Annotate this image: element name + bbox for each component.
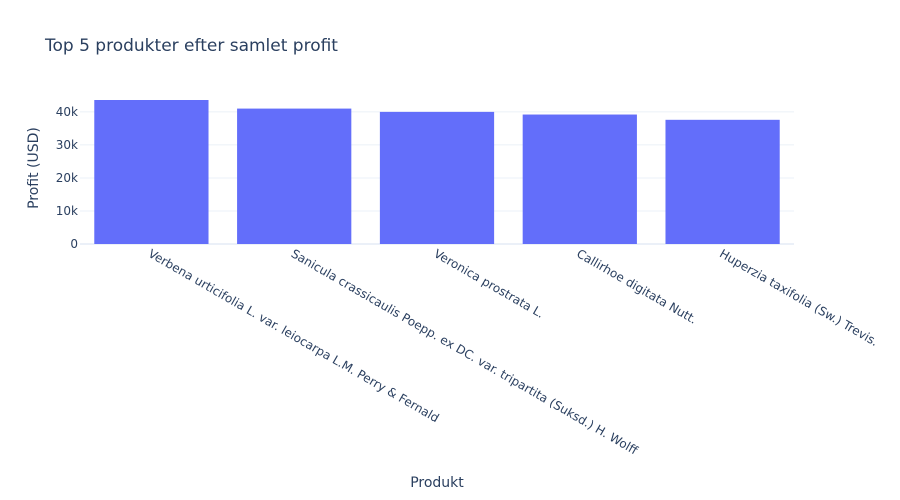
y-axis-title: Profit (USD) [26, 127, 42, 209]
y-tick-label: 10k [56, 204, 78, 218]
y-axis-ticks: 0 10k 20k 30k 40k [56, 105, 78, 251]
bars [94, 100, 780, 245]
y-tick-label: 30k [56, 138, 78, 152]
chart-title: Top 5 produkter efter samlet profit [44, 36, 338, 56]
bar [522, 114, 637, 245]
x-tick-label: Callirhoe digitata Nutt. [574, 246, 699, 326]
x-tick-label: Verbena urticifolia L. var. leiocarpa L.… [146, 246, 442, 425]
bar [94, 100, 209, 244]
x-tick-label: Sanicula crassicaulis Poepp. ex DC. var.… [289, 246, 641, 457]
y-tick-label: 20k [56, 171, 78, 185]
bar [237, 108, 352, 244]
y-tick-label: 40k [56, 105, 78, 119]
y-tick-label: 0 [70, 237, 78, 251]
x-tick-label: Veronica prostrata L. [432, 246, 547, 320]
bar [379, 111, 495, 244]
x-axis-ticks: Verbena urticifolia L. var. leiocarpa L.… [146, 246, 881, 457]
x-tick-label: Huperzia taxifolia (Sw.) Trevis. [717, 246, 880, 348]
x-axis-title: Produkt [410, 475, 464, 491]
bar [665, 119, 780, 244]
